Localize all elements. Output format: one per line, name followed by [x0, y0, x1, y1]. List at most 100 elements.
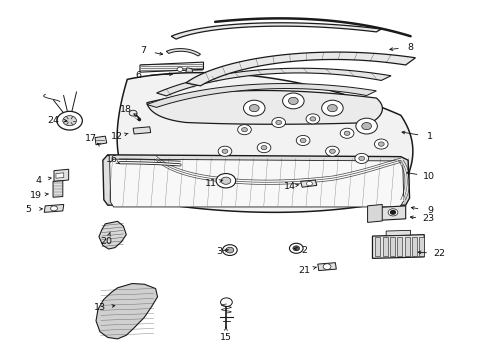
Circle shape [323, 264, 330, 270]
Circle shape [261, 145, 266, 150]
Polygon shape [109, 159, 403, 207]
Circle shape [288, 97, 298, 104]
Polygon shape [185, 68, 192, 72]
Circle shape [374, 139, 387, 149]
Circle shape [257, 143, 270, 153]
Circle shape [300, 138, 305, 143]
Text: 19: 19 [29, 190, 41, 199]
Text: 1: 1 [426, 132, 432, 141]
Text: 23: 23 [421, 214, 433, 223]
Circle shape [305, 114, 319, 124]
Polygon shape [53, 181, 62, 197]
Circle shape [249, 104, 259, 112]
Text: 8: 8 [407, 42, 413, 51]
Polygon shape [367, 204, 382, 222]
Polygon shape [133, 127, 150, 134]
Circle shape [355, 118, 377, 134]
Polygon shape [382, 237, 387, 256]
Circle shape [329, 149, 335, 153]
Text: 7: 7 [140, 46, 145, 55]
Polygon shape [375, 237, 380, 256]
Polygon shape [140, 62, 203, 72]
Circle shape [344, 131, 349, 135]
Circle shape [296, 135, 309, 145]
Circle shape [221, 177, 230, 184]
Text: 16: 16 [105, 155, 118, 164]
Circle shape [309, 117, 315, 121]
Text: 13: 13 [94, 303, 106, 312]
Polygon shape [419, 237, 424, 256]
Polygon shape [171, 23, 381, 39]
Circle shape [354, 153, 368, 163]
Circle shape [271, 117, 285, 127]
Text: 3: 3 [216, 247, 222, 256]
Polygon shape [380, 206, 405, 220]
Polygon shape [54, 169, 68, 181]
Polygon shape [300, 180, 316, 187]
Circle shape [289, 243, 303, 253]
Circle shape [216, 174, 235, 188]
Circle shape [340, 128, 353, 138]
Circle shape [129, 110, 137, 116]
Circle shape [292, 246, 299, 251]
Circle shape [225, 247, 233, 253]
Circle shape [62, 116, 76, 126]
Polygon shape [96, 284, 157, 339]
Polygon shape [146, 84, 376, 107]
Text: 6: 6 [135, 71, 141, 80]
Circle shape [50, 206, 57, 211]
Polygon shape [166, 49, 200, 56]
Polygon shape [404, 237, 409, 256]
Circle shape [306, 181, 312, 186]
Text: 5: 5 [25, 205, 32, 214]
Circle shape [358, 156, 364, 161]
Circle shape [237, 125, 251, 135]
Text: 12: 12 [110, 132, 122, 141]
Circle shape [220, 298, 232, 306]
Polygon shape [44, 204, 63, 212]
Circle shape [361, 122, 371, 130]
Circle shape [325, 146, 339, 156]
Circle shape [241, 127, 247, 132]
Circle shape [390, 211, 395, 214]
Text: 17: 17 [84, 134, 97, 143]
Text: 11: 11 [205, 179, 217, 188]
Polygon shape [397, 237, 402, 256]
Text: 21: 21 [298, 266, 309, 275]
Polygon shape [117, 73, 412, 212]
Polygon shape [411, 237, 416, 256]
Polygon shape [146, 90, 382, 124]
Text: 22: 22 [432, 249, 444, 258]
Polygon shape [99, 221, 126, 249]
Circle shape [222, 245, 237, 256]
Text: 9: 9 [426, 206, 432, 215]
Circle shape [387, 209, 397, 216]
Circle shape [378, 142, 384, 146]
Polygon shape [389, 237, 394, 256]
Text: 2: 2 [301, 246, 306, 255]
Circle shape [275, 120, 281, 125]
Polygon shape [317, 263, 336, 271]
Text: 20: 20 [101, 237, 113, 246]
Circle shape [321, 100, 343, 116]
Text: 18: 18 [120, 105, 132, 114]
Text: 10: 10 [422, 172, 434, 181]
Text: 14: 14 [283, 182, 295, 191]
Text: 15: 15 [220, 333, 231, 342]
Text: 4: 4 [35, 176, 41, 185]
Polygon shape [95, 136, 106, 145]
Polygon shape [56, 173, 63, 178]
Circle shape [327, 104, 337, 112]
Circle shape [222, 149, 227, 153]
Polygon shape [185, 52, 415, 86]
Circle shape [243, 100, 264, 116]
Polygon shape [156, 68, 390, 96]
Text: 24: 24 [47, 116, 59, 125]
Polygon shape [102, 155, 409, 205]
Circle shape [218, 146, 231, 156]
Circle shape [177, 67, 183, 71]
Polygon shape [386, 230, 410, 236]
Circle shape [57, 111, 82, 130]
Circle shape [282, 93, 304, 109]
Polygon shape [372, 235, 424, 258]
